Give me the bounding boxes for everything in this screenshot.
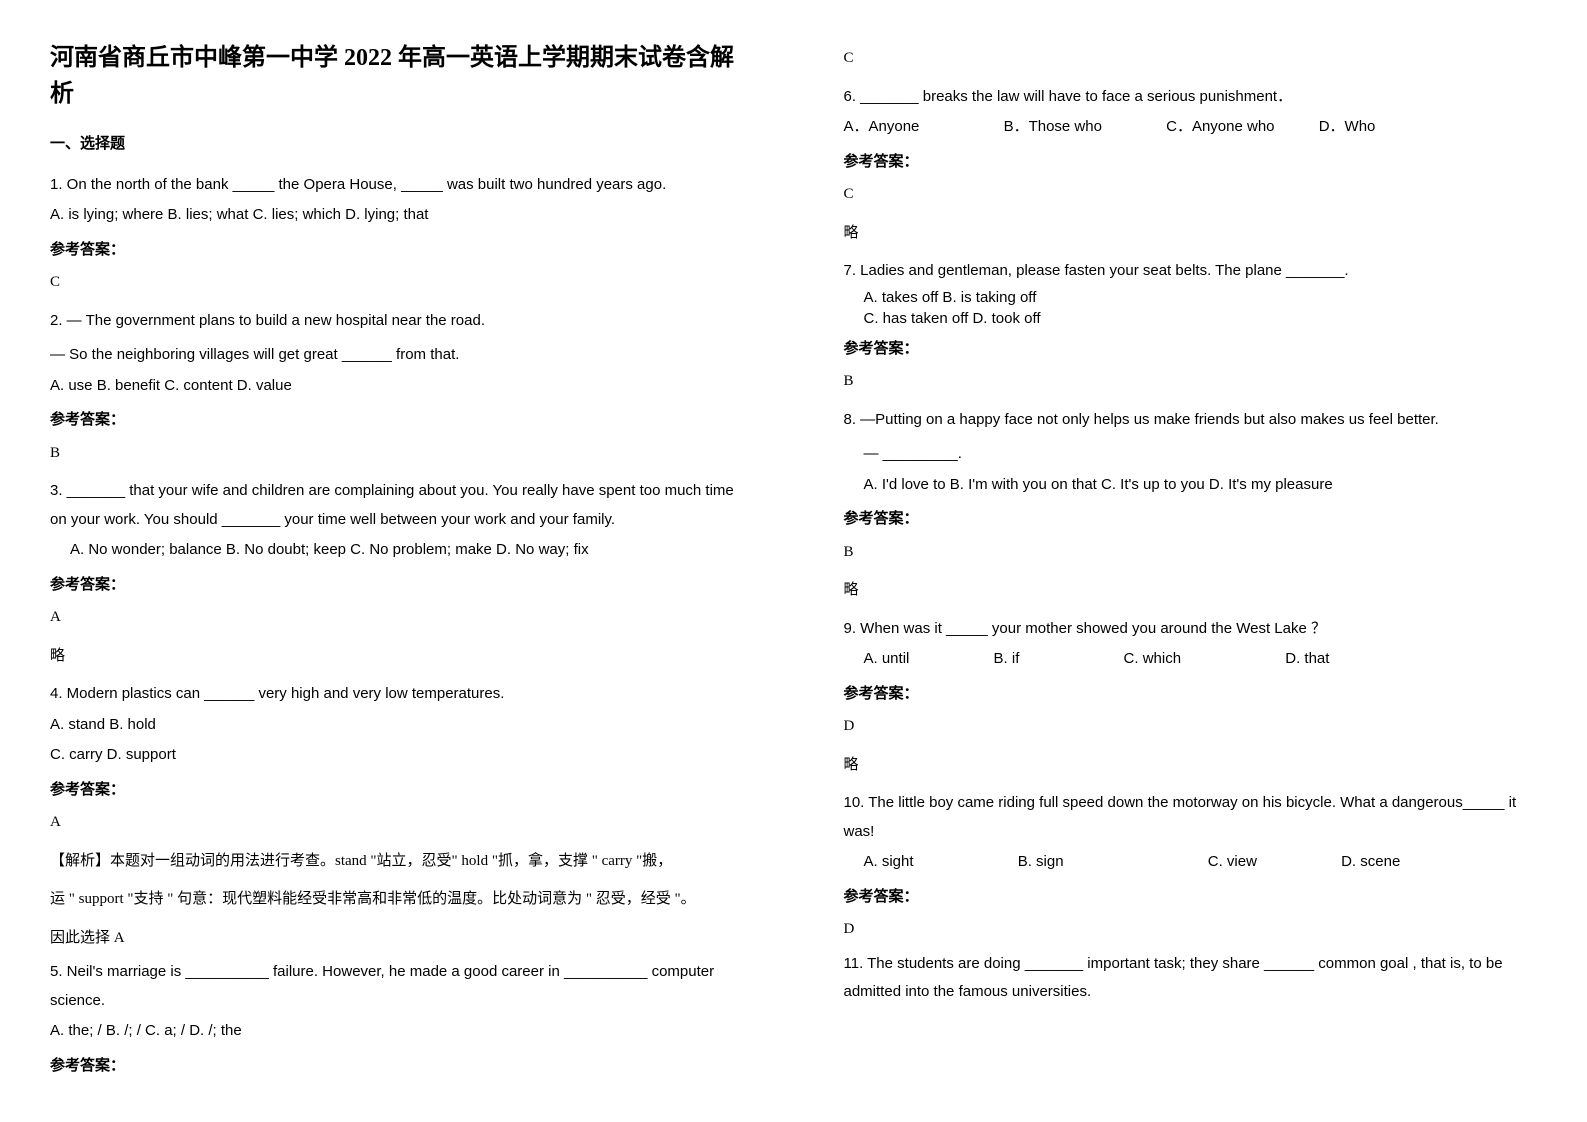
question-7-options-b: C. has taken off D. took off xyxy=(864,309,1538,329)
question-1: 1. On the north of the bank _____ the Op… xyxy=(50,171,744,200)
question-4-explain2: 运 " support "支持 " 句意：现代塑料能经受非常高和非常低的温度。比… xyxy=(50,885,744,914)
answer-9: D xyxy=(844,712,1538,741)
answer-8: B xyxy=(844,538,1538,567)
answer-label: 参考答案： xyxy=(844,680,1538,709)
opt-d: D. that xyxy=(1285,650,1329,667)
answer-label: 参考答案： xyxy=(844,505,1538,534)
question-6-options: A．Anyone B．Those who C．Anyone who D．Who xyxy=(844,113,1538,142)
question-10-options: A. sight B. sign C. view D. scene xyxy=(864,848,1538,877)
question-4-explain3: 因此选择 A xyxy=(50,924,744,953)
right-column: C 6. _______ breaks the law will have to… xyxy=(794,0,1587,1122)
page-title: 河南省商丘市中峰第一中学 2022 年高一英语上学期期末试卷含解析 xyxy=(50,40,744,112)
answer-9-note: 略 xyxy=(844,751,1538,780)
left-column: 河南省商丘市中峰第一中学 2022 年高一英语上学期期末试卷含解析 一、选择题 … xyxy=(0,0,794,1122)
question-8-line2: — _________. xyxy=(864,440,1538,469)
opt-c: C．Anyone who xyxy=(1166,118,1274,135)
answer-2: B xyxy=(50,439,744,468)
question-4-options-b: C. carry D. support xyxy=(50,741,744,770)
question-9-options: A. until B. if C. which D. that xyxy=(864,645,1538,674)
opt-c: C. which xyxy=(1124,650,1182,667)
answer-label: 参考答案： xyxy=(844,883,1538,912)
question-11: 11. The students are doing _______ impor… xyxy=(844,950,1538,1007)
question-2-line1: 2. — The government plans to build a new… xyxy=(50,307,744,336)
question-1-options: A. is lying; where B. lies; what C. lies… xyxy=(50,201,744,230)
answer-10: D xyxy=(844,915,1538,944)
answer-6: C xyxy=(844,180,1538,209)
answer-4: A xyxy=(50,808,744,837)
question-3: 3. _______ that your wife and children a… xyxy=(50,477,744,534)
question-8-options: A. I'd love to B. I'm with you on that C… xyxy=(864,471,1538,500)
answer-label: 参考答案： xyxy=(50,236,744,265)
answer-label: 参考答案： xyxy=(50,1052,744,1081)
opt-b: B. if xyxy=(994,650,1020,667)
question-10: 10. The little boy came riding full spee… xyxy=(844,789,1538,846)
answer-3-note: 略 xyxy=(50,642,744,671)
question-9: 9. When was it _____ your mother showed … xyxy=(844,615,1538,644)
question-4: 4. Modern plastics can ______ very high … xyxy=(50,680,744,709)
answer-6-note: 略 xyxy=(844,219,1538,248)
opt-a: A. until xyxy=(864,650,910,667)
question-4-explain1: 【解析】本题对一组动词的用法进行考查。stand "站立，忍受" hold "抓… xyxy=(50,847,744,876)
question-3-options: A. No wonder; balance B. No doubt; keep … xyxy=(70,536,744,565)
opt-b: B．Those who xyxy=(1004,118,1102,135)
opt-c: C. view xyxy=(1208,853,1257,870)
answer-label: 参考答案： xyxy=(844,335,1538,364)
question-2-options: A. use B. benefit C. content D. value xyxy=(50,372,744,401)
question-8-line1: 8. —Putting on a happy face not only hel… xyxy=(844,406,1538,435)
question-5-options: A. the; / B. /; / C. a; / D. /; the xyxy=(50,1017,744,1046)
section-heading: 一、选择题 xyxy=(50,130,744,159)
opt-a: A. sight xyxy=(864,853,914,870)
answer-8-note: 略 xyxy=(844,576,1538,605)
answer-5: C xyxy=(844,44,1538,73)
question-7-options-a: A. takes off B. is taking off xyxy=(864,288,1538,308)
opt-b: B. sign xyxy=(1018,853,1064,870)
answer-label: 参考答案： xyxy=(50,571,744,600)
answer-label: 参考答案： xyxy=(50,406,744,435)
question-7: 7. Ladies and gentleman, please fasten y… xyxy=(844,257,1538,286)
opt-d: D. scene xyxy=(1341,853,1400,870)
question-6: 6. _______ breaks the law will have to f… xyxy=(844,83,1538,112)
answer-label: 参考答案： xyxy=(50,776,744,805)
opt-d: D．Who xyxy=(1319,118,1376,135)
question-2-line2: — So the neighboring villages will get g… xyxy=(50,341,744,370)
question-5: 5. Neil's marriage is __________ failure… xyxy=(50,958,744,1015)
question-4-options-a: A. stand B. hold xyxy=(50,711,744,740)
answer-label: 参考答案： xyxy=(844,148,1538,177)
answer-1: C xyxy=(50,268,744,297)
answer-7: B xyxy=(844,367,1538,396)
opt-a: A．Anyone xyxy=(844,118,920,135)
answer-3: A xyxy=(50,603,744,632)
